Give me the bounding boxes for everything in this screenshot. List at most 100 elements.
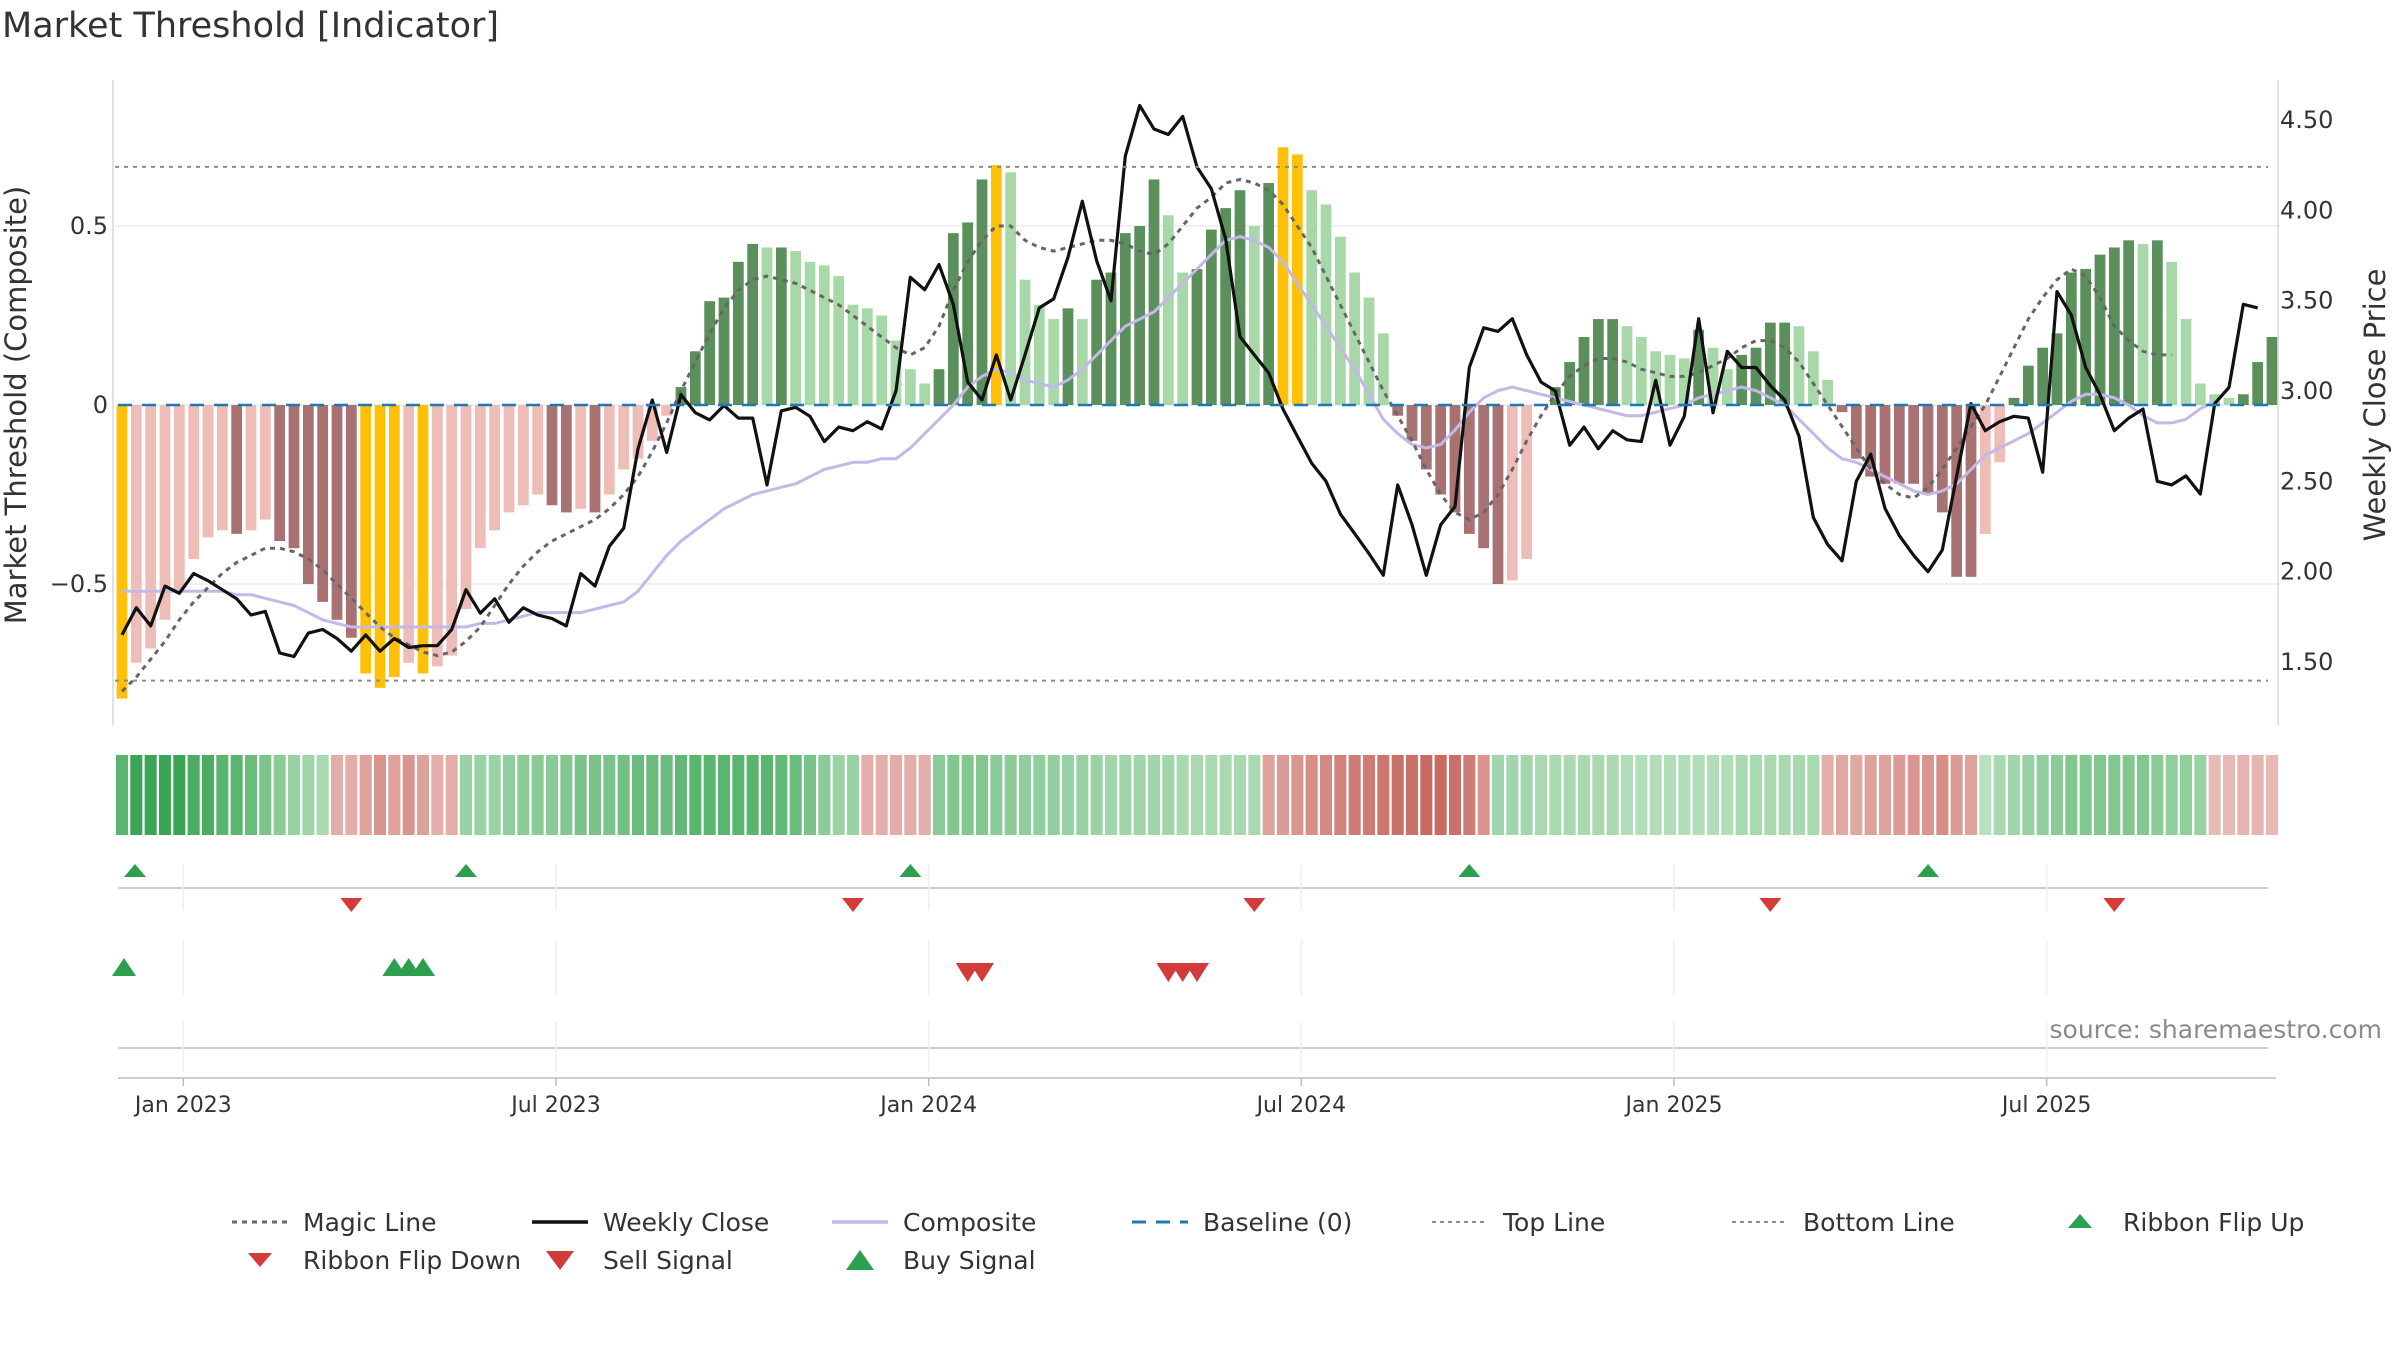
ribbon-cell	[803, 755, 817, 835]
ribbon-cell	[2093, 755, 2107, 835]
composite-bar	[1635, 336, 1647, 405]
ribbon-cell	[1706, 755, 1720, 835]
legend-weekly-close: Weekly Close	[530, 1204, 769, 1240]
composite-bar	[2194, 383, 2206, 405]
composite-bar	[288, 405, 300, 549]
composite-bar	[2022, 365, 2034, 405]
legend-top-line: Top Line	[1430, 1204, 1605, 1240]
ribbon-flip-up-marker	[899, 864, 922, 877]
ribbon-flip-down-marker	[2103, 898, 2126, 912]
ribbon-cell	[1893, 755, 1906, 835]
composite-bar	[360, 405, 372, 674]
ribbon-cell	[846, 755, 860, 835]
composite-bar	[1435, 405, 1447, 495]
composite-bar	[1965, 405, 1977, 577]
ribbon-cell	[746, 755, 759, 835]
composite-bar	[274, 405, 286, 542]
ribbon-cell	[1104, 755, 1118, 835]
composite-bar	[1865, 405, 1877, 477]
composite-bar	[1220, 208, 1232, 405]
magic-line-icon	[230, 1207, 290, 1237]
ribbon-cell	[789, 755, 802, 835]
ribbon-cell	[1979, 755, 1992, 835]
composite-bar	[317, 405, 329, 602]
ribbon-cell	[1907, 755, 1920, 835]
composite-bar	[1764, 322, 1776, 405]
ribbon-cell	[818, 755, 831, 835]
composite-bar	[2151, 240, 2163, 405]
composite-line	[122, 235, 2216, 629]
composite-bar	[2223, 397, 2235, 405]
series-lines	[120, 103, 2259, 693]
ribbon-cell	[1792, 755, 1806, 835]
composite-bar	[1650, 351, 1662, 405]
ribbon-cell	[717, 755, 731, 835]
composite-bar	[1191, 268, 1203, 405]
ribbon-cell	[402, 755, 415, 835]
ribbon-cell	[1391, 755, 1404, 835]
ribbon-cell	[889, 755, 903, 835]
buy-signal-marker	[411, 958, 435, 976]
composite-bar	[2080, 268, 2092, 405]
ribbon-cell	[689, 755, 702, 835]
composite-bar	[704, 301, 716, 405]
composite-bar	[890, 340, 902, 405]
ribbon-cell	[373, 755, 387, 835]
ribbon-cell	[431, 755, 444, 835]
ribbon-cell	[1205, 755, 1218, 835]
ribbon-cell	[502, 755, 516, 835]
ribbon-cell	[2251, 755, 2264, 835]
composite-bar	[1793, 326, 1805, 405]
composite-bar	[374, 405, 386, 688]
ribbon-cell	[1692, 755, 1705, 835]
composite-bar	[1908, 405, 1920, 484]
ribbon-cell	[1506, 755, 1519, 835]
composite-bar	[1750, 347, 1762, 405]
composite-bar	[632, 405, 644, 459]
ribbon-cell	[1420, 755, 1433, 835]
ribbon-cell	[359, 755, 372, 835]
composite-bar	[1836, 405, 1848, 413]
composite-bar	[1392, 405, 1404, 416]
ribbon-cell	[617, 755, 630, 835]
ribbon-cell	[1334, 755, 1347, 835]
composite-bar	[1005, 172, 1017, 405]
composite-bar	[231, 405, 243, 534]
ribbon-cell	[1176, 755, 1189, 835]
ribbon-flip-up-marker	[455, 864, 477, 877]
composite-bar	[1592, 319, 1604, 405]
legend-magic-line: Magic Line	[230, 1204, 437, 1240]
ribbon-flip-down-marker	[340, 898, 363, 912]
composite-bar	[1951, 405, 1963, 577]
ribbon-cell	[1821, 755, 1834, 835]
y-left-tick-label: 0	[93, 391, 108, 419]
ribbon-flip-panel	[118, 864, 2268, 912]
composite-bars	[116, 147, 2278, 699]
ribbon-cell	[1076, 755, 1089, 835]
ribbon-cell	[975, 755, 989, 835]
legend-buy-signal: Buy Signal	[830, 1242, 1036, 1278]
ribbon-cell	[1047, 755, 1060, 835]
y-right-tick-label: 2.50	[2280, 467, 2333, 495]
composite-bar	[2209, 394, 2221, 405]
ribbon-cell	[273, 755, 286, 835]
ribbon-cell	[459, 755, 473, 835]
composite-bar	[202, 405, 214, 538]
ribbon-cell	[904, 755, 917, 835]
ribbon-cell	[388, 755, 401, 835]
composite-bar	[1076, 319, 1088, 405]
ribbon-cell	[1864, 755, 1877, 835]
ribbon-cell	[1721, 755, 1734, 835]
ribbon-cell	[2136, 755, 2150, 835]
composite-bar	[575, 405, 587, 509]
legend-label: Bottom Line	[1803, 1207, 1955, 1237]
ribbon-cell	[259, 755, 272, 835]
composite-bar	[1693, 329, 1705, 405]
ribbon-cell	[1305, 755, 1318, 835]
ribbon-cell	[1993, 755, 2006, 835]
composite-bar	[818, 265, 830, 405]
composite-bar	[2266, 336, 2278, 405]
ribbon-cell	[1190, 755, 1204, 835]
ribbon-cell	[1663, 755, 1677, 835]
x-tick-label: Jan 2025	[1624, 1093, 1723, 1118]
